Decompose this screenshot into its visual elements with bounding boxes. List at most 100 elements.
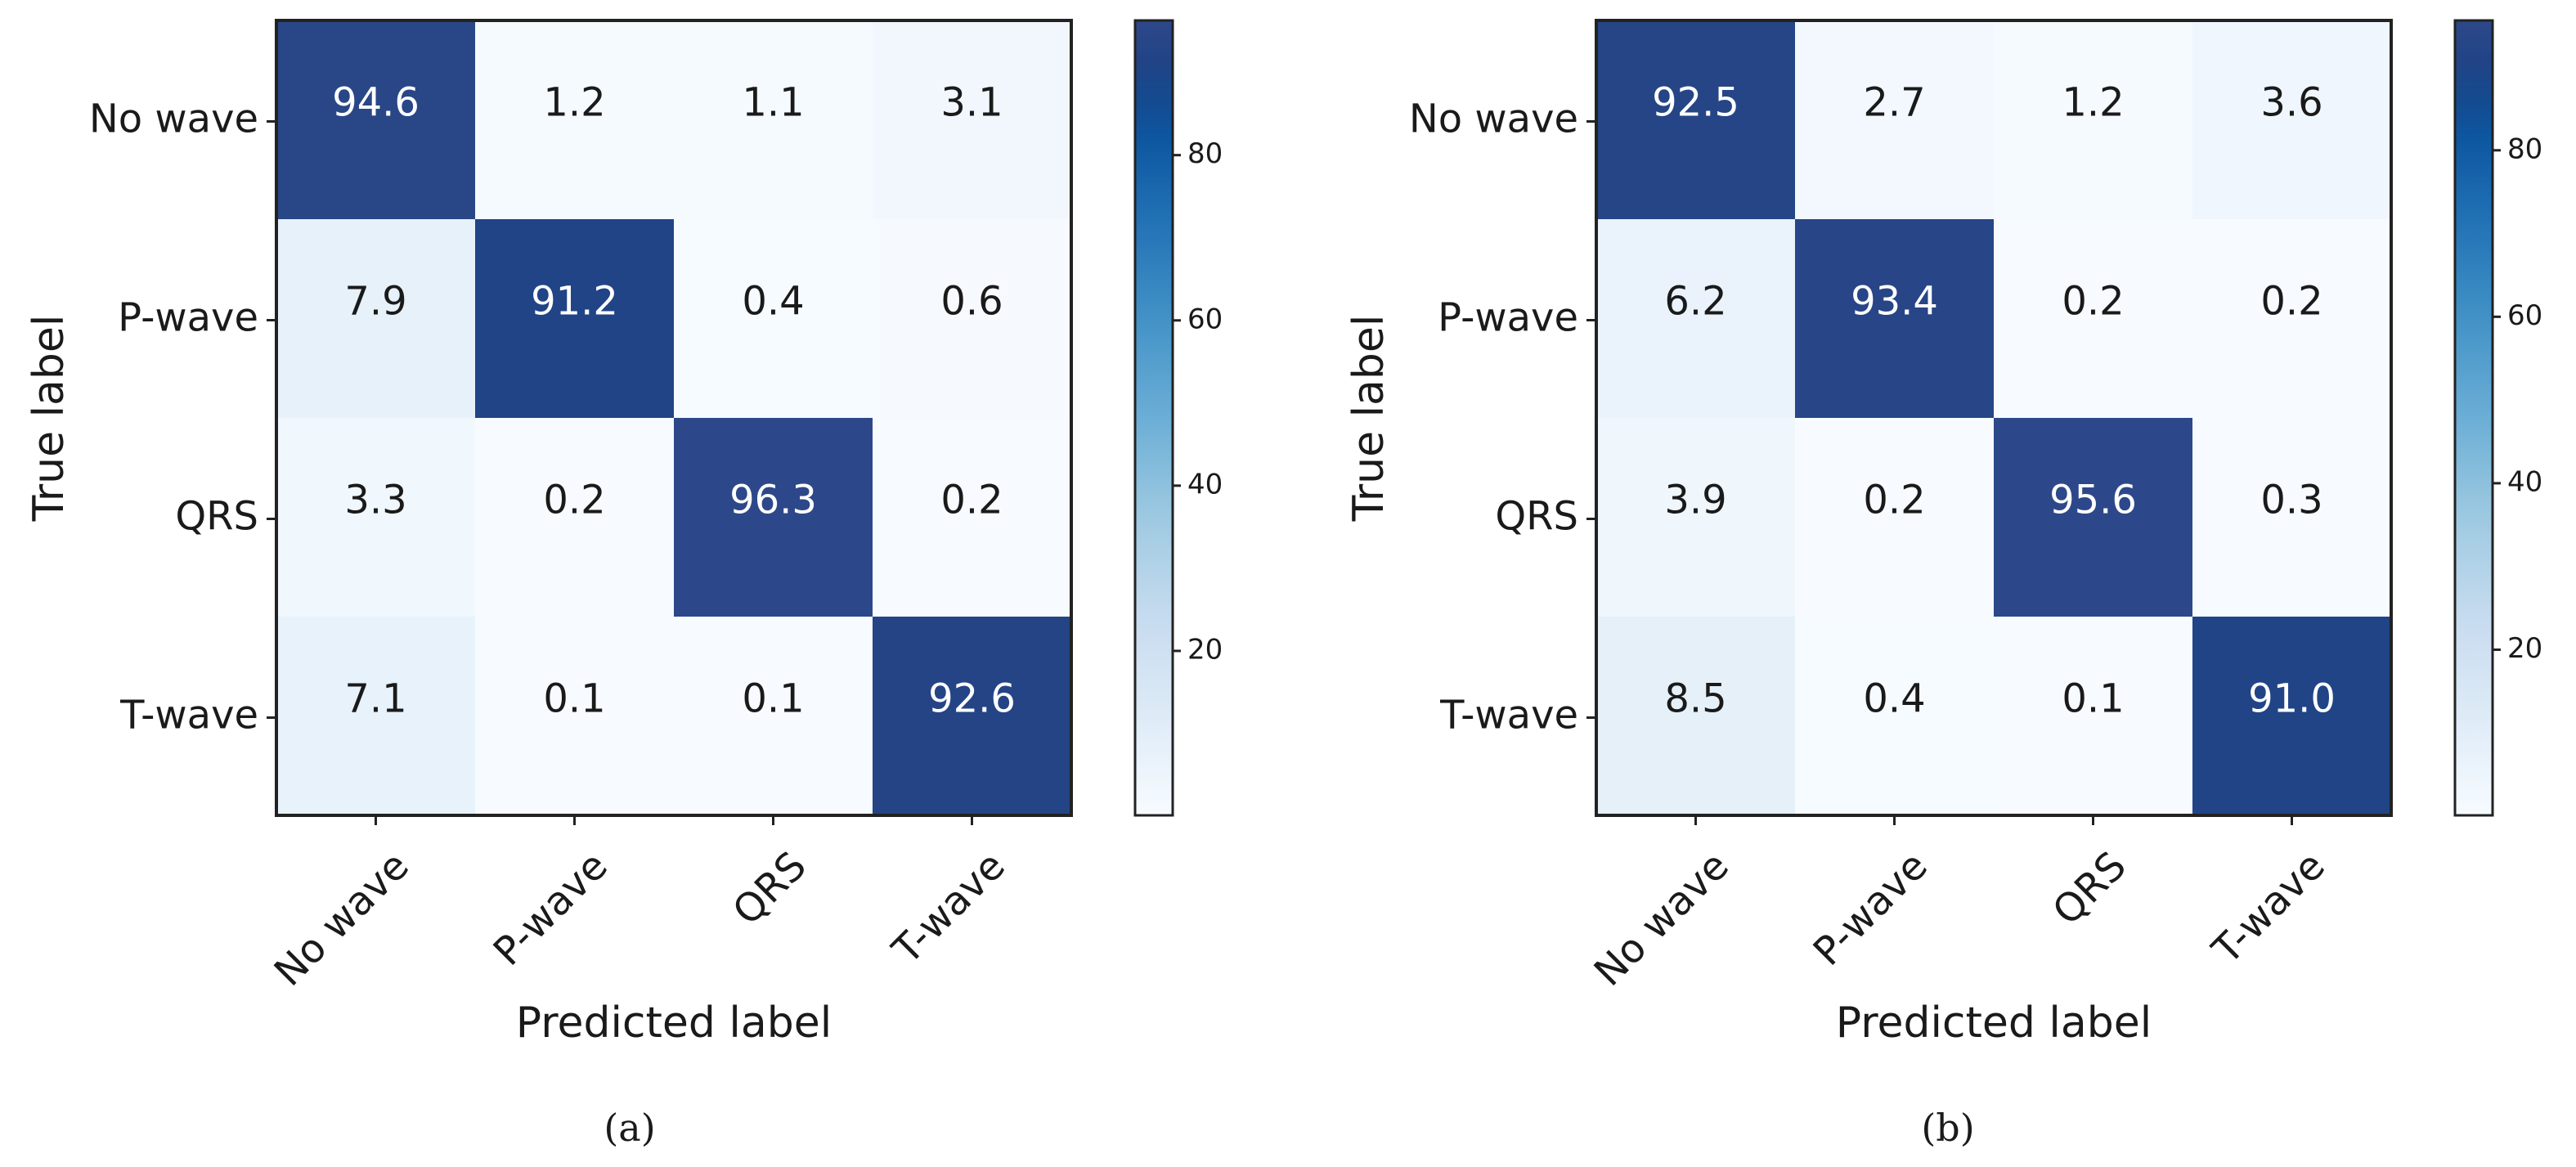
x-tick-label: T-wave (883, 843, 1014, 974)
cell-value-label: 1.2 (2062, 80, 2124, 126)
y-axis-title: True label (1344, 315, 1393, 523)
heatmap-cell (1795, 418, 1995, 617)
cell-value-label: 7.9 (344, 279, 406, 325)
cell-value-label: 2.7 (1863, 80, 1925, 126)
cell-value-label: 0.1 (543, 676, 605, 722)
heatmap-cell (2192, 617, 2392, 816)
cell-value-label: 0.2 (1863, 478, 1925, 523)
colorbar-tick-label: 60 (1187, 303, 1223, 335)
heatmap-cell (873, 617, 1072, 816)
cell-value-label: 0.2 (2062, 279, 2124, 325)
heatmap-cell (276, 617, 476, 816)
colorbar-tick-label: 40 (2507, 465, 2542, 498)
subfigure-caption: (a) (604, 1106, 655, 1150)
colorbar-tick-label: 80 (1187, 137, 1223, 170)
cell-value-label: 91.2 (531, 279, 618, 325)
cell-value-label: 1.2 (543, 80, 605, 126)
x-tick-label: QRS (724, 843, 815, 934)
heatmap-cell (674, 20, 873, 220)
cell-value-label: 7.1 (344, 676, 406, 722)
y-tick-label: QRS (1495, 494, 1578, 540)
cell-value-label: 3.6 (2260, 80, 2322, 126)
heatmap-cell (674, 418, 873, 617)
heatmap-cell (1994, 617, 2193, 816)
cell-value-label: 0.3 (2260, 478, 2322, 523)
heatmap-cell (276, 20, 476, 220)
cell-value-label: 3.1 (940, 80, 1003, 126)
heatmap-cell (475, 617, 675, 816)
y-tick-label: P-wave (1438, 295, 1578, 341)
cell-value-label: 0.4 (742, 279, 804, 325)
x-tick-label: No wave (266, 843, 418, 995)
heatmap-cell (1994, 219, 2193, 419)
heatmap-cell (1596, 219, 1796, 419)
heatmap-cell (276, 219, 476, 419)
heatmap-cell (1994, 20, 2193, 220)
colorbar-tick-label: 60 (2507, 299, 2542, 332)
heatmap-cell (1596, 617, 1796, 816)
confusion-matrix-b: 92.5 2.7 1.2 3.6 6.2 93.4 0.2 0.2 3.9 0.2 95.6 0.3 8… (1344, 19, 2542, 1150)
cell-value-label: 3.9 (1664, 478, 1726, 523)
heatmap-frame (275, 19, 1073, 817)
cell-value-label: 94.6 (332, 80, 420, 126)
x-axis-title: Predicted label (516, 999, 832, 1048)
cell-value-label: 0.2 (940, 478, 1003, 523)
x-tick-label: No wave (1586, 843, 1738, 995)
colorbar-tick-label: 20 (1187, 633, 1223, 666)
cell-value-label: 96.3 (729, 478, 817, 523)
cell-value-label: 0.2 (2260, 279, 2322, 325)
heatmap-cell (674, 617, 873, 816)
cell-value-label: 93.4 (1851, 279, 1938, 325)
cell-value-label: 0.2 (543, 478, 605, 523)
cell-value-label: 92.5 (1652, 80, 1739, 126)
heatmap-cell (873, 418, 1072, 617)
cell-value-label: 3.3 (344, 478, 406, 523)
heatmap-cell (475, 219, 675, 419)
heatmap-cell (2192, 219, 2392, 419)
x-tick-label: QRS (2044, 843, 2134, 934)
confusion-matrix-a: 94.6 1.2 1.1 3.1 7.9 91.2 0.4 0.6 3.3 0.2 96.3 0.2 7… (25, 19, 1223, 1150)
x-tick-label: P-wave (1805, 843, 1936, 975)
colorbar (2453, 19, 2494, 817)
cell-value-label: 1.1 (742, 80, 804, 126)
y-tick-label: P-wave (118, 295, 258, 341)
heatmap-cell (2192, 20, 2392, 220)
cell-value-label: 0.6 (940, 279, 1003, 325)
cell-value-label: 0.4 (1863, 676, 1925, 722)
colorbar-tick-label: 20 (2507, 632, 2542, 665)
heatmap-cell (1795, 617, 1995, 816)
cell-value-label: 8.5 (1664, 676, 1726, 722)
cell-value-label: 6.2 (1664, 279, 1726, 325)
cell-value-label: 0.1 (2062, 676, 2124, 722)
heatmap-cell (674, 219, 873, 419)
heatmap-cell (475, 20, 675, 220)
cell-value-label: 0.1 (742, 676, 804, 722)
cell-value-label: 95.6 (2049, 478, 2137, 523)
x-axis-title: Predicted label (1836, 999, 2152, 1048)
heatmap-cell (1596, 20, 1796, 220)
y-tick-label: QRS (175, 494, 258, 540)
x-tick-label: P-wave (485, 843, 617, 975)
cell-value-label: 91.0 (2248, 676, 2336, 722)
heatmap-cell (1795, 219, 1995, 419)
heatmap-cell (1795, 20, 1995, 220)
heatmap-cell (276, 418, 476, 617)
heatmap-cell (873, 20, 1072, 220)
subfigure-caption: (b) (1921, 1106, 1974, 1150)
colorbar (1133, 19, 1174, 817)
y-tick-label: No wave (89, 97, 258, 142)
heatmap-cell (873, 219, 1072, 419)
colorbar-tick-label: 40 (1187, 468, 1223, 500)
x-tick-label: T-wave (2203, 843, 2334, 974)
heatmap-cell (1994, 418, 2193, 617)
cell-value-label: 92.6 (928, 676, 1016, 722)
heatmap-cell (1596, 418, 1796, 617)
heatmap-cell (475, 418, 675, 617)
y-tick-label: T-wave (1439, 693, 1578, 738)
y-axis-title: True label (25, 315, 74, 523)
y-tick-label: T-wave (119, 693, 258, 738)
y-tick-label: No wave (1409, 97, 1578, 142)
heatmap-frame (1595, 19, 2393, 817)
colorbar-tick-label: 80 (2507, 132, 2542, 165)
